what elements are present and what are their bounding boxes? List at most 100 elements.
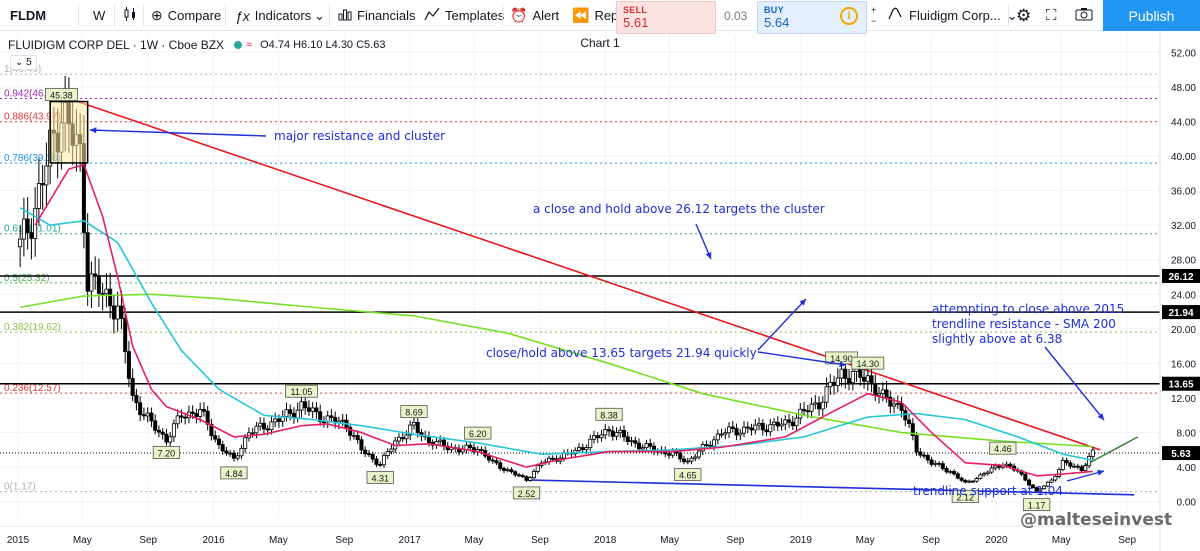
candle-body: [96, 275, 101, 294]
candle-body: [835, 377, 840, 386]
financials-button[interactable]: Financials: [338, 0, 416, 31]
indicators-dropdown[interactable]: ⌄: [314, 0, 325, 31]
candle-body: [910, 423, 915, 436]
indicator-collapse-button[interactable]: ⌄ 5: [10, 55, 37, 70]
candle-body: [877, 392, 882, 396]
symbol-name-button[interactable]: Fluidigm Corp... ⌄: [888, 0, 1018, 31]
candle-body: [764, 429, 769, 433]
candle-body: [490, 459, 495, 462]
candle-body: [108, 288, 113, 307]
candle-body: [610, 430, 615, 437]
point-label-text: 1.17: [1028, 501, 1046, 511]
candle-body: [1060, 460, 1065, 470]
interval-button[interactable]: W: [93, 8, 106, 23]
candle-body: [873, 383, 878, 396]
sell-label: SELL: [623, 5, 648, 15]
minus-icon[interactable]: −: [871, 15, 877, 26]
candle-body: [119, 305, 124, 319]
camera-icon: [1075, 7, 1093, 24]
alert-button[interactable]: ⏰ Alert: [510, 0, 559, 31]
annotation-arrow: [757, 298, 807, 351]
sell-button[interactable]: SELL 5.61: [616, 1, 716, 34]
fullscreen-button[interactable]: ⛶: [1046, 0, 1057, 31]
candle-body: [742, 426, 747, 434]
candle-body: [809, 403, 814, 412]
toolbar-divider: [1008, 5, 1009, 26]
candle-body: [1008, 463, 1013, 467]
annotation-close-hold-13: close/hold above 13.65 targets 21.94 qui…: [486, 346, 757, 360]
candle-body: [1030, 484, 1035, 488]
symbol-search[interactable]: FLDM: [10, 8, 47, 23]
candle-body: [712, 439, 717, 447]
price-tick-label: 12.00: [1171, 394, 1196, 405]
buy-price: 5.64: [764, 15, 790, 30]
candle-body: [130, 377, 135, 396]
annotation-sma-200: slightly above at 6.38: [932, 332, 1062, 346]
candle-body: [329, 415, 334, 418]
annotation-arrow: [1066, 470, 1105, 482]
candle-body: [505, 469, 510, 472]
candle-body: [250, 432, 255, 435]
indicators-button[interactable]: ƒx Indicators: [235, 0, 311, 31]
alarm-clock-icon: ⏰: [510, 7, 528, 23]
level-price-label: 21.94: [1168, 308, 1193, 319]
candle-body: [843, 368, 848, 379]
time-tick-label: May: [269, 535, 288, 546]
point-label-box: [989, 441, 1017, 455]
price-chart[interactable]: 1(49.46)0.942(46.66)0.886(43.97)0.786(39…: [0, 31, 1200, 551]
warning-icon[interactable]: i: [840, 7, 858, 25]
candle-body: [618, 430, 623, 434]
plus-icon[interactable]: +: [871, 4, 877, 15]
candle-body: [982, 473, 987, 476]
candle-body: [850, 371, 855, 384]
zoom-buttons[interactable]: + −: [871, 0, 876, 31]
candle-body: [1087, 455, 1092, 467]
candle-body: [374, 458, 379, 465]
spread-value: 0.03: [724, 9, 748, 23]
candle-body: [667, 453, 672, 456]
candle-body: [209, 423, 214, 437]
candle-body: [1090, 449, 1095, 457]
candle-body: [985, 471, 990, 475]
legend[interactable]: FLUIDIGM CORP DEL · 1W · Cboe BZX ≈ O4.7…: [8, 38, 385, 52]
candle-body: [179, 415, 184, 418]
chart-type-button[interactable]: [122, 0, 138, 31]
last-price-tag: [1162, 446, 1200, 461]
candle-body: [734, 428, 739, 436]
candle-body: [918, 451, 923, 456]
candle-body: [907, 419, 912, 424]
moving-averages: [19, 163, 1094, 477]
rewind-icon: ⏪: [572, 7, 590, 23]
candle-body: [772, 421, 777, 426]
candle-body: [104, 288, 109, 295]
publish-button[interactable]: Publish: [1103, 0, 1200, 31]
candle-body: [869, 375, 874, 385]
time-tick-label: May: [465, 535, 484, 546]
candle-body: [479, 449, 484, 451]
templates-button[interactable]: Templates: [424, 0, 504, 31]
candle-body: [385, 451, 390, 456]
price-tick-label: 40.00: [1171, 152, 1196, 163]
gear-icon: ⚙: [1016, 5, 1032, 25]
point-label-text: 4.31: [371, 473, 389, 483]
candle-body: [531, 471, 536, 479]
time-tick-label: May: [660, 535, 679, 546]
snapshot-button[interactable]: [1075, 0, 1093, 31]
candle-body: [1057, 469, 1062, 477]
candle-body: [111, 305, 116, 320]
candle-body: [708, 444, 713, 447]
compare-label: Compare: [167, 8, 222, 23]
settings-button[interactable]: ⚙: [1016, 0, 1031, 31]
candle-body: [149, 412, 154, 422]
candle-body: [89, 273, 94, 292]
sma-mid-line: [19, 207, 1094, 462]
annotation-arrow-head: [839, 361, 846, 368]
candle-body: [580, 447, 585, 451]
compare-button[interactable]: ⊕ Compare: [151, 0, 221, 31]
candle-body: [963, 479, 968, 483]
candle-body: [693, 456, 698, 459]
candle-body: [1038, 488, 1043, 492]
point-label-text: 6.20: [469, 429, 487, 439]
candle-body: [595, 435, 600, 439]
time-axis: 2015 May Sep 2016 May Sep 2017 May Sep 2018 May Sep…: [0, 525, 1160, 546]
